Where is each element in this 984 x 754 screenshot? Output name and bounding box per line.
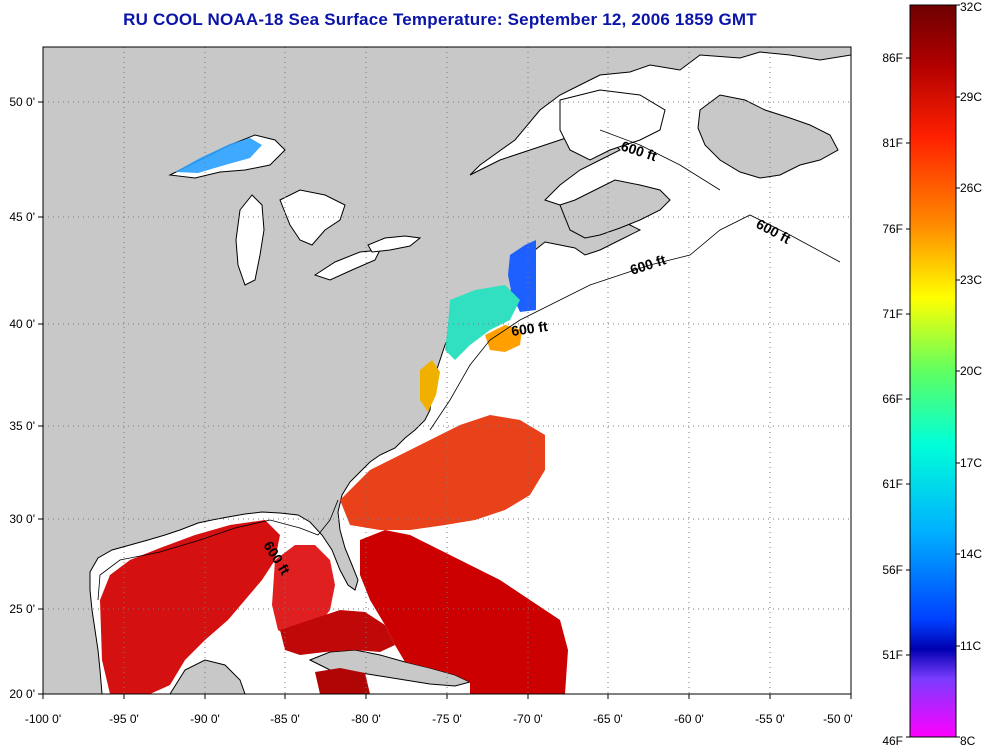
lon-tick-label: -100 0': [25, 712, 61, 726]
lat-tick-label: 25 0': [9, 602, 35, 616]
sst-florida-straits: [280, 610, 395, 655]
sst-mid-atlantic-warm: [485, 325, 522, 352]
colorbar-celsius-label: 8C: [960, 734, 976, 748]
map-title: RU COOL NOAA-18 Sea Surface Temperature:…: [123, 10, 757, 29]
sst-bahamas: [360, 530, 568, 694]
colorbar-fahrenheit-label: 56F: [882, 563, 903, 577]
colorbar-celsius-label: 11C: [960, 639, 981, 653]
colorbar-fahrenheit-label: 86F: [882, 51, 903, 65]
colorbar: [909, 4, 957, 738]
newfoundland-land: [697, 94, 839, 179]
colorbar-fahrenheit-label: 61F: [882, 477, 903, 491]
lat-tick-label: 50 0': [9, 95, 35, 109]
nova-scotia-land: [559, 179, 671, 239]
lat-tick-label: 20 0': [9, 687, 35, 701]
colorbar-fahrenheit-label: 46F: [882, 734, 903, 748]
colorbar-fahrenheit-label: 66F: [882, 392, 903, 406]
lon-tick-label: -95 0': [109, 712, 139, 726]
colorbar-ticks: [906, 4, 960, 738]
yucatan-land: [169, 659, 246, 694]
lon-tick-label: -50 0': [823, 712, 853, 726]
sst-lake-superior-cold: [175, 138, 262, 173]
sst-northeast-shelf: [445, 285, 520, 360]
colorbar-celsius-label: 32C: [960, 0, 982, 14]
lake-ontario: [367, 235, 422, 253]
colorbar-fahrenheit-label: 51F: [882, 648, 903, 662]
colorbar-fahrenheit-label: 81F: [882, 136, 903, 150]
colorbar-celsius-label: 17C: [960, 456, 982, 470]
st-lawrence-gulf: [559, 89, 666, 161]
lon-tick-label: -60 0': [674, 712, 704, 726]
lon-tick-label: -90 0': [190, 712, 220, 726]
sst-caribbean: [315, 668, 370, 694]
sst-sargasso-patches: [340, 415, 545, 530]
lake-erie: [313, 249, 381, 281]
depth-contour-600ft: [97, 129, 841, 601]
lon-tick-label: -75 0': [432, 712, 462, 726]
colorbar-celsius-label: 29C: [960, 90, 982, 104]
sst-gulf-of-mexico: [100, 520, 280, 694]
colorbar-celsius-label: 14C: [960, 547, 982, 561]
depth-label-new-england: 600 ft: [510, 318, 549, 339]
lon-tick-label: -65 0': [593, 712, 623, 726]
lon-tick-label: -70 0': [513, 712, 543, 726]
axis-ticks: [38, 101, 852, 699]
lon-tick-label: -85 0': [270, 712, 300, 726]
sst-gulf-of-mexico-east: [272, 545, 335, 640]
sst-chesapeake: [420, 360, 440, 412]
lat-tick-label: 35 0': [9, 419, 35, 433]
lake-huron: [279, 189, 346, 246]
lon-tick-label: -55 0': [755, 712, 785, 726]
lat-tick-label: 30 0': [9, 512, 35, 526]
lat-tick-label: 40 0': [9, 317, 35, 331]
lat-tick-label: 45 0': [9, 210, 35, 224]
colorbar-celsius-label: 26C: [960, 181, 982, 195]
colorbar-fahrenheit-label: 76F: [882, 222, 903, 236]
colorbar-fahrenheit-label: 71F: [882, 307, 903, 321]
sst-gulf-of-maine-cold: [508, 240, 536, 312]
colorbar-celsius-label: 20C: [960, 364, 982, 378]
lon-tick-label: -80 0': [351, 712, 381, 726]
colorbar-celsius-label: 23C: [960, 273, 982, 287]
